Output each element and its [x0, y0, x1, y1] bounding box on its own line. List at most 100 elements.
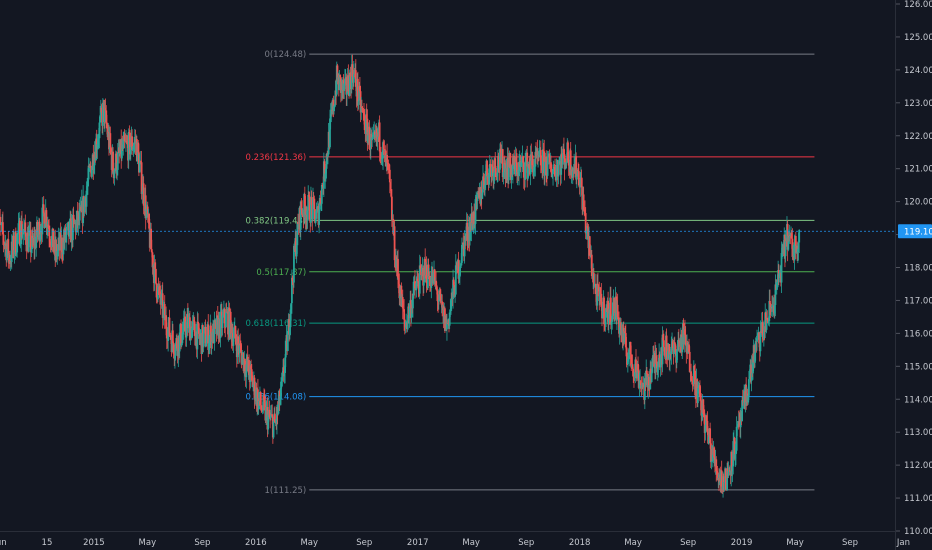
candle-body — [64, 228, 67, 241]
candle-body — [522, 162, 525, 178]
fibonacci-retracement[interactable]: 0(124.48) 0.236(121.36) 0.382(119.43) 0.5(1… — [246, 50, 815, 496]
candle-body — [8, 255, 11, 264]
candle-body — [575, 176, 578, 180]
price-tick-label: 122.00 — [904, 132, 932, 142]
candle — [378, 115, 381, 162]
candle — [697, 381, 700, 394]
candle-body — [160, 294, 163, 305]
candle-body — [473, 223, 476, 225]
candle — [182, 310, 185, 340]
candle-body — [538, 150, 541, 158]
candle-body — [406, 320, 409, 330]
candle-body — [125, 141, 128, 143]
candle-body — [126, 141, 129, 143]
candle-body — [446, 323, 449, 324]
candle-body — [388, 164, 391, 170]
candle-body — [161, 293, 164, 318]
candle-body — [263, 399, 266, 403]
candle-body — [403, 319, 406, 328]
candle — [759, 320, 762, 357]
candle-body — [584, 209, 586, 214]
candle-body — [623, 331, 626, 343]
candle-body — [41, 207, 44, 235]
candle-body — [564, 162, 567, 169]
candle-body — [499, 148, 502, 153]
candle — [774, 274, 777, 317]
candle-body — [609, 297, 612, 325]
candle — [422, 265, 425, 297]
candle — [439, 289, 442, 303]
candle-body — [650, 372, 653, 383]
time-tick-label: Sep — [518, 538, 534, 548]
candle-body — [75, 220, 78, 233]
candle-body — [543, 161, 546, 176]
candle-body — [91, 166, 93, 177]
candle-body — [150, 249, 153, 253]
candle-body — [611, 302, 614, 316]
candle-body — [706, 420, 709, 433]
candle — [490, 157, 493, 183]
candle — [418, 254, 421, 300]
candle — [284, 338, 287, 367]
candle-body — [774, 284, 777, 306]
candle-body — [690, 371, 692, 381]
candle-body — [129, 147, 132, 155]
candle — [624, 325, 627, 335]
candle — [3, 240, 6, 250]
candle — [576, 168, 579, 177]
candle-body — [363, 115, 366, 131]
candle-body — [21, 234, 24, 238]
candle-body — [576, 169, 579, 177]
candle-body — [280, 380, 283, 382]
candle — [160, 289, 163, 309]
candle-body — [398, 284, 401, 299]
candle-body — [169, 336, 172, 340]
candle-body — [162, 306, 165, 318]
candle-body — [477, 192, 480, 194]
candle — [603, 296, 605, 332]
candle-body — [151, 252, 154, 268]
time-axis[interactable]: Jun 15 2015 May Sep 2016 May Sep 2017 May Sep 2018 M… — [0, 538, 910, 548]
candle — [596, 274, 599, 312]
candle-body — [776, 279, 779, 283]
candle-body — [140, 162, 143, 194]
candle — [597, 284, 600, 292]
time-tick-label: Sep — [680, 538, 696, 548]
candle-body — [50, 235, 53, 247]
price-tick-label: 116.00 — [904, 329, 932, 339]
candle — [547, 150, 550, 165]
candle-body — [563, 148, 565, 155]
candle — [359, 85, 362, 123]
candle-body — [167, 326, 170, 341]
candle-body — [492, 172, 495, 181]
candle-body — [327, 154, 329, 157]
candle-body — [414, 281, 416, 289]
candle-body — [272, 421, 275, 438]
candle — [520, 156, 522, 179]
candle-body — [142, 183, 145, 206]
candle-body — [599, 287, 601, 302]
candle — [52, 228, 55, 252]
fib-level-label: 0.236(121.36) — [246, 153, 307, 163]
candle — [123, 129, 126, 149]
candle-body — [730, 451, 733, 472]
candle — [38, 218, 41, 248]
candle-body — [677, 339, 680, 350]
candle-body — [448, 312, 451, 326]
candle — [747, 370, 750, 401]
candle-body — [458, 266, 461, 275]
candle-body — [733, 437, 736, 459]
candle-body — [553, 166, 556, 168]
candle — [290, 269, 293, 314]
candle-body — [497, 155, 500, 167]
candle-body — [701, 412, 703, 416]
candle — [310, 186, 312, 227]
candle-body — [235, 338, 238, 346]
candle — [187, 307, 190, 333]
price-tick-label: 114.00 — [904, 395, 932, 405]
candle — [548, 149, 551, 169]
candle-body — [665, 335, 668, 358]
candle-body — [9, 260, 12, 264]
candle-body — [512, 165, 514, 175]
